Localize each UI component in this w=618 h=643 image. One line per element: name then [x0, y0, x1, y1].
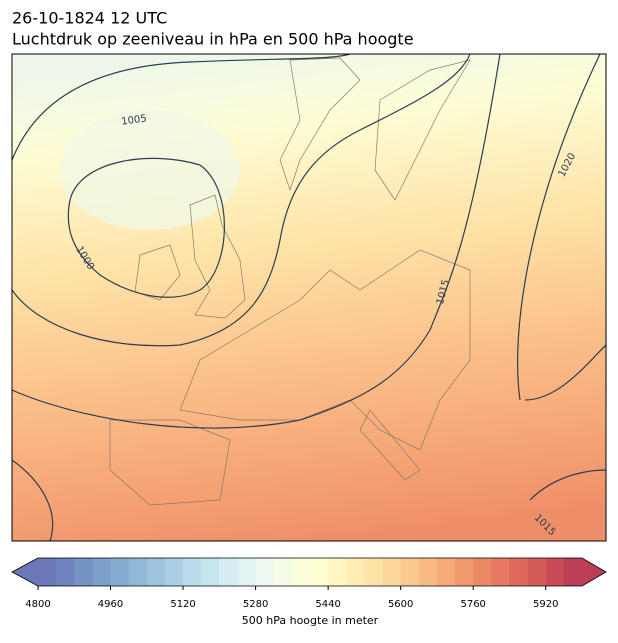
- colorbar-tick-label: 5440: [315, 599, 340, 610]
- colorbar-tick-label: 5280: [243, 599, 268, 610]
- colorbar-band: [545, 558, 565, 586]
- colorbar-band: [237, 558, 257, 586]
- colorbar-band: [56, 558, 75, 586]
- colorbar: 4800 4960 5120 5280 5440 5600 5760 5920 500 hPa …: [11, 557, 607, 627]
- colorbar-label: 500 hPa hoogte in meter: [242, 614, 379, 627]
- colorbar-band: [255, 558, 275, 586]
- colorbar-band: [110, 558, 130, 586]
- colorbar-extend-low: [12, 558, 38, 586]
- colorbar-band: [509, 558, 529, 586]
- colorbar-band: [473, 558, 492, 586]
- colorbar-band: [328, 558, 347, 586]
- title-main: Luchtdruk op zeeniveau in hPa en 500 hPa…: [12, 30, 414, 49]
- colorbar-tick-label: 4960: [98, 599, 123, 610]
- colorbar-band: [400, 558, 420, 586]
- colorbar-band: [563, 558, 583, 586]
- colorbar-band: [455, 558, 474, 586]
- colorbar-band: [74, 558, 93, 586]
- colorbar-band: [273, 558, 293, 586]
- colorbar-band: [436, 558, 456, 586]
- contour-label: 1005: [121, 113, 148, 127]
- map-frame: [11, 53, 607, 542]
- colorbar-band: [92, 558, 112, 586]
- colorbar-band: [128, 558, 148, 586]
- colorbar-band: [291, 558, 311, 586]
- colorbar-band: [164, 558, 184, 586]
- colorbar-band: [346, 558, 365, 586]
- colorbar-band: [219, 558, 238, 586]
- colorbar-band: [38, 558, 57, 586]
- colorbar-band: [527, 558, 547, 586]
- colorbar-band: [183, 558, 202, 586]
- colorbar-tick-label: 4800: [25, 599, 50, 610]
- colorbar-tick-label: 5120: [170, 599, 195, 610]
- colorbar-band: [364, 558, 384, 586]
- colorbar-tick-label: 5600: [388, 599, 413, 610]
- coastlines: [109, 57, 471, 506]
- map: 1005 1000 1015 1020 1015: [12, 54, 606, 541]
- colorbar-band: [418, 558, 438, 586]
- colorbar-outline: [11, 557, 607, 587]
- height-low: [60, 110, 240, 230]
- title-date: 26-10-1824 12 UTC: [12, 9, 167, 28]
- colorbar-band: [382, 558, 402, 586]
- isobars: [12, 54, 606, 541]
- colorbar-tick-label: 5760: [460, 599, 485, 610]
- colorbar-extend-high: [582, 558, 606, 586]
- colorbar-band: [146, 558, 166, 586]
- colorbar-band: [201, 558, 220, 586]
- colorbar-band: [310, 558, 329, 586]
- colorbar-band: [491, 558, 510, 586]
- colorbar-tick-label: 5920: [533, 599, 558, 610]
